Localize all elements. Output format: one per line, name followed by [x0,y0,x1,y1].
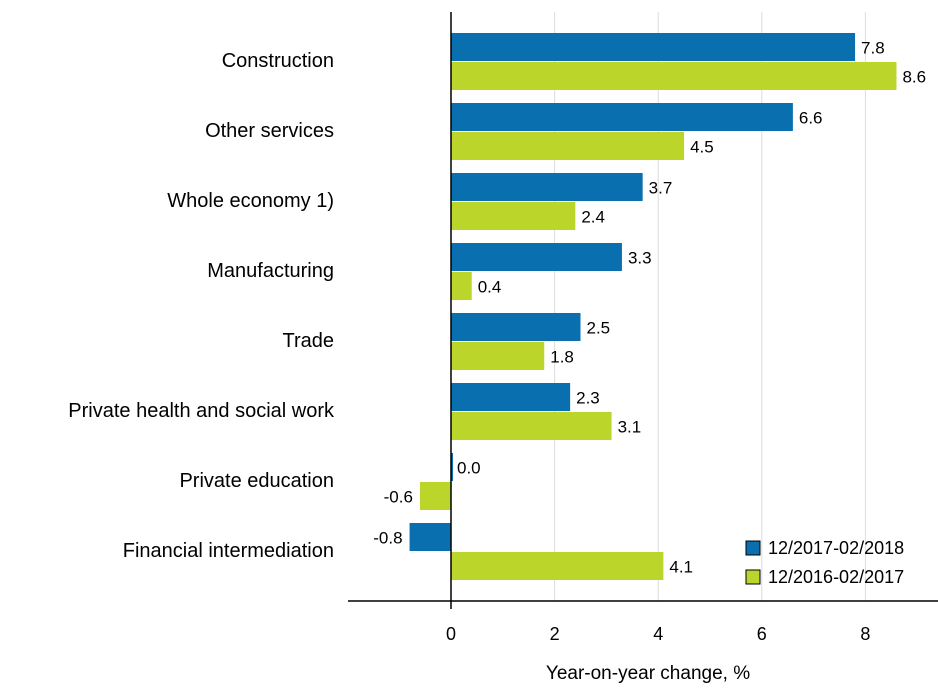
bars [409,33,897,580]
category-label-2: Other services [205,120,334,142]
bar-2-5 [451,342,545,370]
value-label-2-2: 4.5 [690,138,714,157]
bar-1-6 [451,383,571,411]
legend: 12/2017-02/2018 12/2016-02/2017 [745,538,904,587]
x-tick-label-0: 0 [446,624,456,644]
bar-1-3 [451,173,643,201]
x-tick-label-4: 4 [653,624,663,644]
bar-1-7 [451,453,453,481]
bar-2-6 [451,412,612,440]
value-label-1-7: 0.0 [457,459,481,478]
value-label-1-4: 3.3 [628,249,652,268]
value-label-1-6: 2.3 [576,389,600,408]
bar-2-2 [451,132,685,160]
value-label-1-1: 7.8 [861,39,885,58]
bar-1-2 [451,103,793,131]
value-label-2-8: 4.1 [669,558,693,577]
x-tick-labels: 0 2 4 6 8 [446,624,870,644]
legend-label-1: 12/2017-02/2018 [768,538,904,558]
legend-swatch-2 [745,569,761,585]
bar-1-5 [451,313,581,341]
bar-2-3 [451,202,576,230]
category-label-7: Private education [179,470,334,492]
bar-2-4 [451,272,472,300]
gridlines [554,12,866,601]
value-label-2-6: 3.1 [618,418,642,437]
value-label-1-8: -0.8 [373,529,402,548]
category-label-4: Manufacturing [207,260,334,282]
category-label-5: Trade [282,330,334,352]
bar-2-8 [451,552,664,580]
value-label-2-5: 1.8 [550,348,574,367]
value-label-2-3: 2.4 [581,208,605,227]
category-label-8: Financial intermediation [123,540,334,562]
bar-1-8 [409,523,451,551]
x-tick-label-2: 2 [550,624,560,644]
bar-1-1 [451,33,856,61]
value-label-1-5: 2.5 [587,319,611,338]
x-axis-title: Year-on-year change, % [546,663,750,683]
value-label-2-7: -0.6 [384,488,413,507]
legend-swatch-1 [745,540,761,556]
category-label-1: Construction [222,50,334,72]
bar-2-1 [451,62,897,90]
category-label-6: Private health and social work [68,400,335,422]
category-label-3: Whole economy 1) [167,190,334,212]
legend-label-2: 12/2016-02/2017 [768,567,904,587]
x-tick-label-8: 8 [860,624,870,644]
value-label-2-1: 8.6 [902,68,926,87]
value-label-2-4: 0.4 [478,278,502,297]
value-label-1-2: 6.6 [799,109,823,128]
axes [348,12,938,609]
value-labels: 7.8 8.6 6.6 4.5 3.7 2.4 3.3 0.4 2.5 1.8 2.3 3.1 0.0 -… [373,39,926,577]
x-tick-label-6: 6 [757,624,767,644]
category-labels: Construction Other services Whole economy … [68,50,335,562]
bar-1-4 [451,243,622,271]
value-label-1-3: 3.7 [649,179,673,198]
bar-2-7 [419,482,451,510]
